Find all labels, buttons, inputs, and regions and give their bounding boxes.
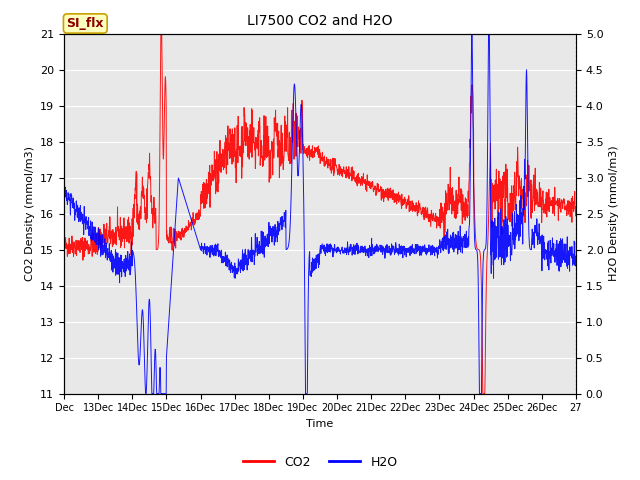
Y-axis label: H2O Density (mmol/m3): H2O Density (mmol/m3)	[609, 146, 619, 281]
Legend: CO2, H2O: CO2, H2O	[237, 451, 403, 474]
Title: LI7500 CO2 and H2O: LI7500 CO2 and H2O	[247, 14, 393, 28]
Y-axis label: CO2 Density (mmol/m3): CO2 Density (mmol/m3)	[24, 146, 35, 281]
Text: SI_flx: SI_flx	[67, 17, 104, 30]
X-axis label: Time: Time	[307, 419, 333, 429]
